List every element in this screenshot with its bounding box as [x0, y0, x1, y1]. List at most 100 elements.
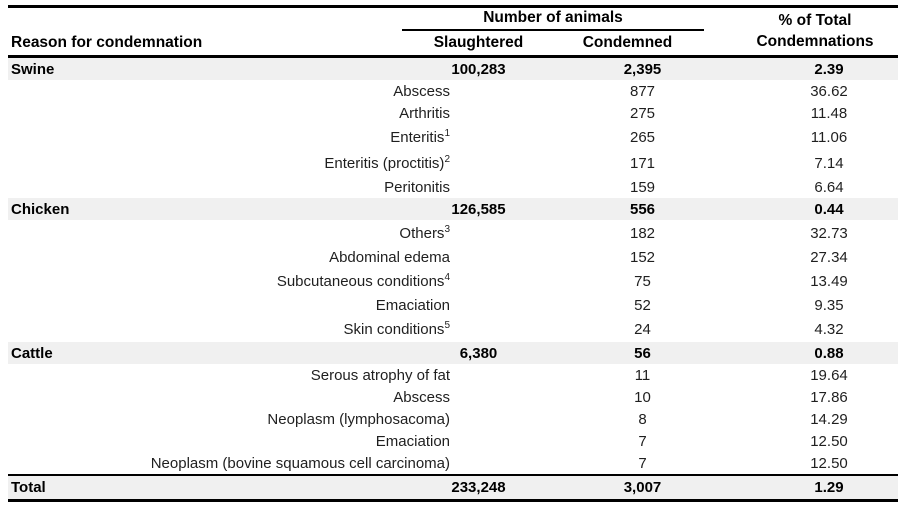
reason-cell: Peritonitis	[8, 179, 450, 196]
top-rule	[8, 5, 898, 8]
condemned-cell: 556	[629, 200, 656, 218]
reason-row: Others3 182 32.73	[8, 220, 898, 246]
reason-cell: Emaciation	[8, 297, 450, 314]
reason-row: Enteritis1 265 11.06	[8, 124, 898, 150]
column-header-pct-of-total: % of Total Condemnations	[710, 8, 898, 55]
reason-cell: Abdominal edema	[8, 249, 450, 266]
reason-row: Peritonitis 159 6.64	[8, 176, 898, 198]
total-row: Total 233,248 3,007 1.29	[8, 476, 898, 499]
column-header-condemned: Condemned	[582, 34, 673, 51]
reason-row: Skin conditions5 24 4.32	[8, 316, 898, 342]
pct-cell: 32.73	[810, 224, 848, 242]
condemned-cell: 275	[629, 104, 656, 122]
reason-row: Neoplasm (bovine squamous cell carcinoma…	[8, 452, 898, 474]
reason-label: Enteritis (proctitis)2	[324, 153, 450, 172]
species-name-cell: Chicken	[8, 201, 412, 218]
pct-cell: 6.64	[814, 178, 844, 196]
table-header: Reason for condemnation Number of animal…	[8, 8, 898, 55]
reason-row: Abdominal edema 152 27.34	[8, 246, 898, 268]
condemned-cell: 52	[634, 296, 651, 314]
condemned-cell: 171	[629, 154, 656, 172]
column-header-reason: Reason for condemnation	[11, 34, 203, 51]
footnote-marker: 3	[444, 223, 450, 235]
reason-label: Abscess	[393, 388, 450, 406]
pct-cell: 12.50	[810, 432, 848, 450]
total-label: Total	[11, 479, 46, 496]
condemned-cell: 24	[634, 320, 651, 338]
reason-row: Serous atrophy of fat 11 19.64	[8, 364, 898, 386]
pct-cell: 0.88	[814, 344, 844, 362]
condemned-cell: 159	[629, 178, 656, 196]
header-rule	[8, 55, 898, 58]
total-condemned-cell: 3,007	[623, 479, 662, 496]
reason-label: Emaciation	[375, 296, 450, 314]
sub-column-headers: Slaughtered Condemned	[412, 31, 710, 55]
pct-cell: 36.62	[810, 82, 848, 100]
reason-row: Abscess 10 17.86	[8, 386, 898, 408]
reason-label: Neoplasm (lymphosacoma)	[267, 410, 450, 428]
reason-cell: Abscess	[8, 389, 450, 406]
pct-cell: 9.35	[814, 296, 844, 314]
reason-row: Emaciation 7 12.50	[8, 430, 898, 452]
reason-cell: Others3	[8, 224, 450, 242]
reason-cell: Arthritis	[8, 105, 450, 122]
slaughtered-cell: 100,283	[451, 60, 506, 78]
reason-cell: Subcutaneous conditions4	[8, 272, 450, 290]
pct-cell: 11.48	[810, 104, 848, 122]
condemned-cell: 10	[634, 388, 651, 406]
reason-label: Skin conditions5	[343, 319, 450, 338]
condemned-cell: 75	[634, 272, 651, 290]
reason-cell: Neoplasm (lymphosacoma)	[8, 411, 450, 428]
reason-label: Abscess	[393, 82, 450, 100]
reason-label: Chicken	[11, 200, 70, 218]
reason-label: Emaciation	[375, 432, 450, 450]
species-row: Chicken 126,585 556 0.44	[8, 198, 898, 220]
reason-row: Enteritis (proctitis)2 171 7.14	[8, 150, 898, 176]
pct-cell: 27.34	[810, 248, 848, 266]
number-of-animals-group: Number of animals Slaughtered Condemned	[402, 8, 710, 55]
condemned-cell: 8	[638, 410, 647, 428]
reason-row: Abscess 877 36.62	[8, 80, 898, 102]
footnote-marker: 5	[444, 319, 450, 331]
bottom-rule	[8, 499, 898, 502]
reason-label: Serous atrophy of fat	[310, 366, 450, 384]
slaughtered-cell: 126,585	[451, 200, 506, 218]
reason-label: Swine	[11, 60, 55, 78]
pct-cell: 13.49	[810, 272, 848, 290]
pct-cell: 11.06	[810, 128, 848, 146]
reason-cell: Abscess	[8, 83, 450, 100]
condemned-cell: 11	[634, 366, 651, 384]
footnote-marker: 4	[444, 271, 450, 283]
slaughtered-cell: 6,380	[459, 344, 498, 362]
column-header-slaughtered: Slaughtered	[433, 34, 524, 51]
reason-label: Subcutaneous conditions4	[276, 271, 450, 290]
condemned-cell: 877	[629, 82, 656, 100]
pct-cell: 17.86	[810, 388, 848, 406]
reason-row: Arthritis 275 11.48	[8, 102, 898, 124]
pct-cell: 12.50	[810, 454, 848, 472]
reason-label: Others3	[399, 223, 450, 242]
table-body: Swine 100,283 2,395 2.39 Abscess 877 36.62 Arth…	[8, 58, 898, 474]
pct-cell: 7.14	[814, 154, 844, 172]
reason-cell: Serous atrophy of fat	[8, 367, 450, 384]
species-name-cell: Cattle	[8, 345, 412, 362]
pct-cell: 2.39	[814, 60, 844, 78]
condemned-cell: 265	[629, 128, 656, 146]
pct-header-line2: Condemnations	[756, 33, 874, 50]
pct-header-line1: % of Total	[778, 12, 852, 29]
condemnation-table: Reason for condemnation Number of animal…	[8, 5, 898, 502]
condemned-cell: 7	[638, 432, 647, 450]
total-pct-cell: 1.29	[814, 479, 844, 496]
reason-label: Abdominal edema	[329, 248, 450, 266]
reason-label: Peritonitis	[384, 178, 450, 196]
pct-cell: 14.29	[810, 410, 848, 428]
condemned-cell: 152	[629, 248, 656, 266]
condemned-cell: 182	[629, 224, 656, 242]
species-row: Swine 100,283 2,395 2.39	[8, 58, 898, 80]
condemned-cell: 7	[638, 454, 647, 472]
total-rule	[8, 474, 898, 476]
total-slaughtered-cell: 233,248	[451, 479, 506, 496]
reason-cell: Skin conditions5	[8, 320, 450, 338]
reason-row: Neoplasm (lymphosacoma) 8 14.29	[8, 408, 898, 430]
reason-cell: Enteritis (proctitis)2	[8, 154, 450, 172]
